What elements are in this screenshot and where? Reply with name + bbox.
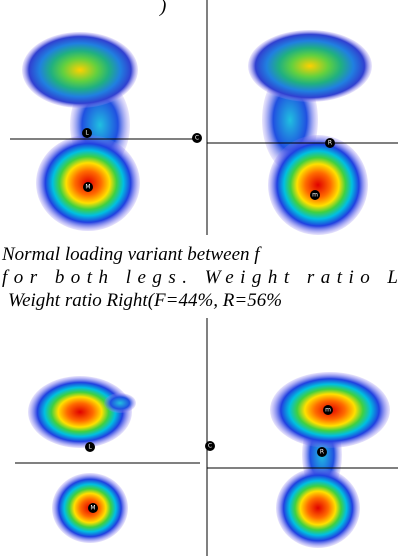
marker: m [310,190,320,200]
marker: L [82,128,92,138]
marker-label: M [85,184,90,191]
caption-line: Normal loading variant between f [1,244,262,265]
caption-line: Weight ratio Right(F=44%, R=56% [8,290,282,311]
marker-label: C [195,135,199,142]
marker-label: m [325,407,331,414]
marker: L [85,442,95,452]
marker: C [192,133,202,143]
page: ) L C R M m Normal loading variant betwe… [0,0,398,556]
marker: C [205,441,215,451]
marker-label: R [320,449,324,456]
marker: m [323,405,333,415]
caption-line: for both legs. Weight ratio L [2,267,398,288]
heel [276,468,360,548]
heel [268,135,368,235]
figure-bottom: L C R M m [15,318,398,556]
figure-top: ) L C R M m [10,0,398,235]
forefoot [248,30,372,102]
marker-label: C [208,443,212,450]
marker: M [83,182,93,192]
caption: Normal loading variant between f for bot… [1,244,398,311]
marker-label: M [90,505,95,512]
marker: R [317,447,327,457]
marker-label: R [328,140,332,147]
fragment: ) [159,0,166,17]
marker-label: m [312,192,318,199]
marker: M [88,503,98,513]
marker: R [325,138,335,148]
forefoot [22,32,138,108]
toe [104,393,136,413]
